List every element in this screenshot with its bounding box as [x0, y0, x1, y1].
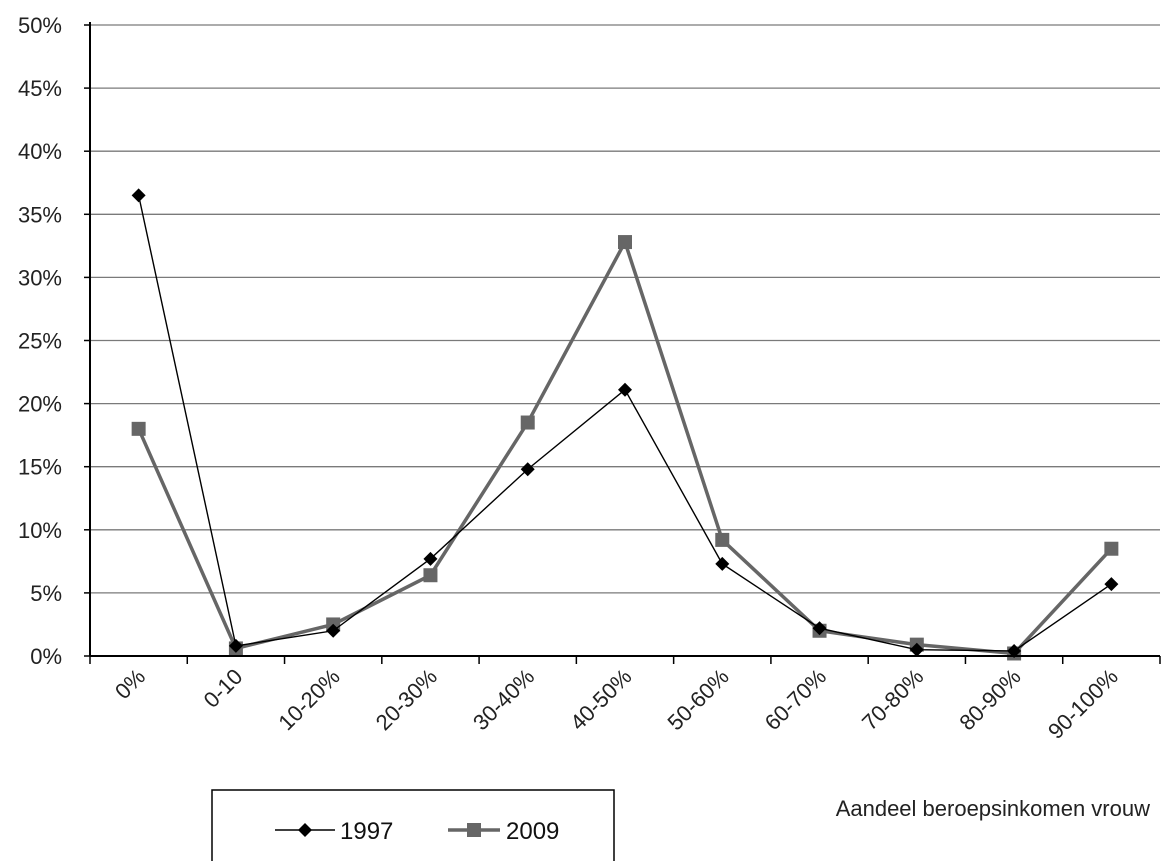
y-tick-label: 5%: [30, 581, 62, 606]
x-tick-label: 80-90%: [954, 664, 1025, 735]
series-lines: [131, 188, 1119, 661]
legend-marker-1997: [298, 823, 312, 837]
data-point-2009: [715, 532, 730, 547]
y-tick-label: 20%: [18, 392, 62, 417]
x-tick-label: 40-50%: [565, 664, 636, 735]
y-tick-label: 0%: [30, 644, 62, 669]
data-point-1997: [715, 556, 730, 571]
legend-marker-2009: [467, 823, 481, 837]
series-line-2009: [137, 237, 1113, 656]
y-tick-label: 35%: [18, 202, 62, 227]
y-tick-label: 50%: [18, 13, 62, 38]
series-1997: [131, 188, 1119, 658]
y-tick-label: 30%: [18, 265, 62, 290]
x-tick-label: 0-10: [199, 664, 248, 713]
legend-label-2009: 2009: [506, 818, 559, 845]
gridlines: [90, 24, 1160, 594]
y-tick-label: 15%: [18, 455, 62, 480]
data-point-1997: [618, 382, 632, 397]
x-tick-label: 30-40%: [468, 664, 539, 735]
data-point-2009: [1104, 541, 1119, 556]
x-axis-title: Aandeel beroepsinkomen vrouw: [836, 796, 1150, 821]
series-line-1997: [137, 195, 1112, 652]
data-point-1997: [812, 621, 827, 636]
x-tick-label: 60-70%: [760, 664, 831, 735]
y-tick-label: 45%: [18, 76, 62, 101]
data-point-1997: [423, 551, 438, 566]
data-point-2009: [618, 235, 632, 250]
data-point-2009: [423, 568, 438, 583]
data-point-2009: [131, 421, 146, 436]
y-tick-label: 25%: [18, 329, 62, 354]
data-point-1997: [909, 642, 924, 657]
data-point-1997: [326, 623, 341, 638]
x-tick-label: 20-30%: [371, 664, 442, 735]
x-tick-label: 10-20%: [273, 664, 344, 735]
data-point-1997: [228, 638, 243, 653]
x-tick-label: 0%: [110, 664, 150, 704]
y-tick-label: 10%: [18, 518, 62, 543]
series-2009: [131, 235, 1119, 661]
legend-box: [211, 789, 615, 861]
x-tick-label: 50-60%: [663, 664, 734, 735]
y-axis-tick-labels: 0% 5% 10% 15% 20% 25% 30% 35% 40% 45% 50%: [18, 13, 62, 669]
data-point-1997: [1007, 643, 1022, 658]
legend: 1997 2009: [211, 789, 615, 861]
data-point-1997: [1104, 577, 1119, 592]
legend-label-1997: 1997: [340, 818, 393, 845]
data-point-1997: [520, 462, 535, 477]
y-tick-label: 40%: [18, 139, 62, 164]
x-tick-label: 70-80%: [857, 664, 928, 735]
x-tick-label: 90-100%: [1043, 664, 1123, 744]
data-point-1997: [131, 188, 146, 203]
x-axis-tick-labels: 0% 0-10 10-20% 20-30% 30-40% 40-50% 50-60% 60-7…: [110, 664, 1123, 744]
data-point-2009: [520, 415, 535, 430]
axes: [84, 22, 1161, 664]
